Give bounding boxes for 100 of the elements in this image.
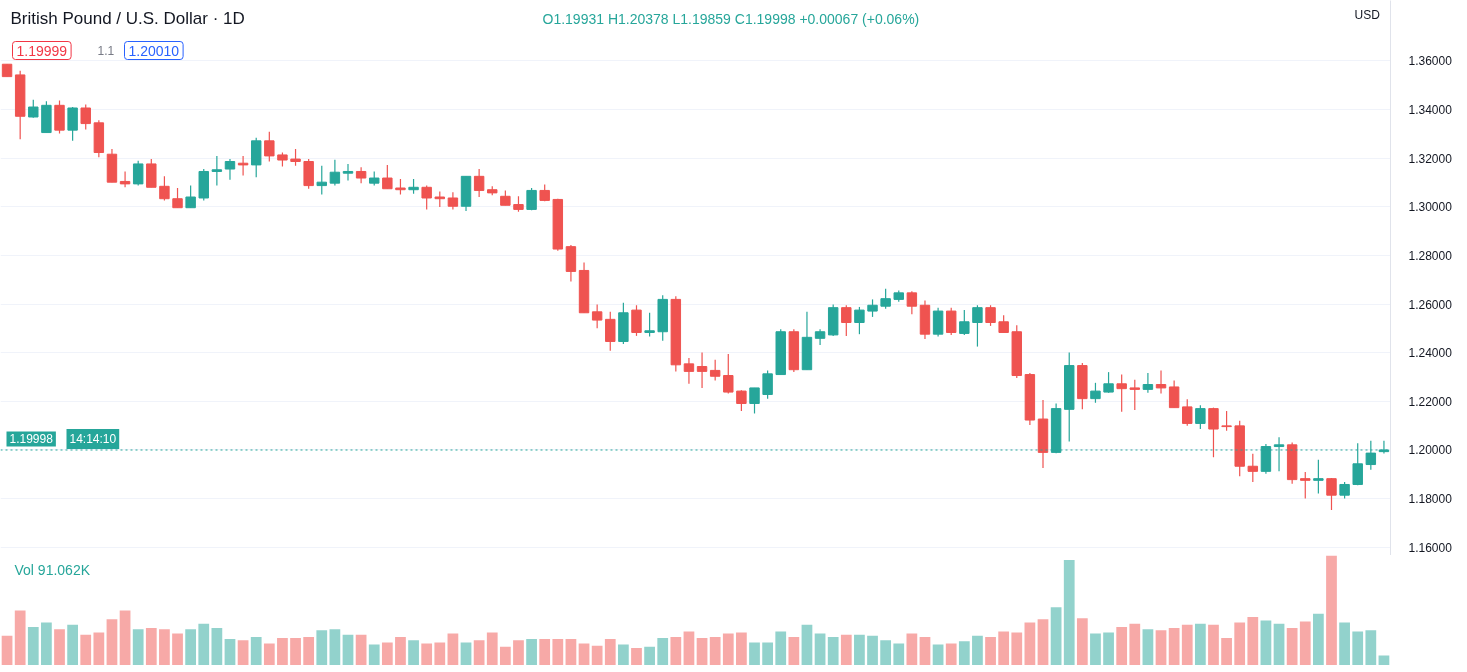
bar <box>1181 624 1193 665</box>
candlestick <box>591 303 603 329</box>
bar <box>840 634 852 665</box>
bar <box>513 640 524 665</box>
bar <box>657 638 669 665</box>
bar <box>565 639 577 665</box>
candlestick <box>1195 404 1206 430</box>
candlestick <box>119 170 131 188</box>
y-tick-label: 1.18000 <box>1408 492 1453 507</box>
bar <box>499 646 511 665</box>
bar <box>945 643 957 665</box>
annotation: USD <box>1354 7 1381 22</box>
bar <box>381 642 393 665</box>
bar <box>788 636 800 665</box>
bar <box>932 644 944 665</box>
bar <box>631 647 642 665</box>
candlestick <box>762 369 773 400</box>
y-tick-label: 1.34000 <box>1408 102 1453 117</box>
bar <box>578 643 590 665</box>
candlestick <box>342 163 354 182</box>
bar <box>80 634 92 665</box>
y-tick-label: 1.20000 <box>1408 443 1453 458</box>
candlestick <box>146 158 157 188</box>
bar <box>1194 623 1206 665</box>
bar <box>342 634 354 665</box>
bar <box>1155 630 1167 665</box>
bar <box>867 635 878 665</box>
bar <box>1247 617 1259 665</box>
bar <box>224 639 236 665</box>
bar <box>604 639 616 665</box>
bar <box>998 631 1010 665</box>
bar <box>316 630 328 665</box>
bar <box>486 632 498 665</box>
candlestick <box>1116 373 1127 413</box>
bar <box>1116 627 1128 665</box>
bar <box>1063 559 1075 665</box>
bar <box>919 636 931 665</box>
candlestick <box>709 359 721 381</box>
candlestick <box>749 387 760 415</box>
bar <box>827 636 839 665</box>
bar <box>355 634 367 665</box>
bar <box>460 642 472 665</box>
bar <box>749 642 760 665</box>
bar <box>185 629 197 665</box>
bar <box>670 636 682 665</box>
candlestick <box>1142 372 1154 394</box>
candlestick <box>67 106 78 142</box>
candlestick <box>1221 410 1232 432</box>
bar <box>395 636 406 665</box>
candlestick <box>854 306 865 335</box>
bar <box>1273 623 1285 665</box>
bar <box>644 646 655 665</box>
bar <box>1168 628 1180 665</box>
bar <box>552 639 564 665</box>
bar <box>41 622 52 665</box>
text: British Pound / U.S. Dollar · 1D <box>10 9 245 28</box>
candlestick <box>159 175 170 202</box>
candlestick <box>473 168 485 198</box>
bar <box>277 638 288 665</box>
candlestick <box>316 165 327 196</box>
bar <box>618 644 629 665</box>
bar <box>591 645 603 665</box>
bar <box>854 634 865 665</box>
bar <box>1037 619 1049 665</box>
bar <box>958 641 970 665</box>
bar <box>762 642 773 665</box>
candlestick <box>945 307 957 336</box>
bar <box>709 636 721 665</box>
candlestick <box>1090 382 1101 404</box>
bar <box>1326 555 1337 665</box>
bar <box>1313 613 1324 665</box>
bar <box>14 610 26 665</box>
bar <box>1024 622 1036 665</box>
y-tick-label: 1.22000 <box>1408 394 1453 409</box>
bar <box>683 631 695 665</box>
candlestick <box>185 184 196 209</box>
bar <box>408 640 419 665</box>
bar <box>775 631 787 665</box>
bar <box>972 635 983 665</box>
bar <box>985 636 996 665</box>
bar <box>119 610 131 665</box>
bar <box>93 632 105 665</box>
candlestick <box>683 357 695 385</box>
bar <box>67 624 78 665</box>
bar <box>290 638 301 665</box>
candlestick <box>985 304 996 327</box>
bar <box>263 643 275 665</box>
bar <box>1260 620 1272 665</box>
bar <box>722 633 734 665</box>
bar <box>1286 628 1298 665</box>
bar <box>736 632 747 665</box>
bar <box>27 627 39 665</box>
bar <box>368 644 380 665</box>
candlestick <box>736 389 747 412</box>
candlestick <box>1208 407 1219 458</box>
bar <box>814 633 826 665</box>
bar <box>1076 618 1088 665</box>
y-tick-label: 1.26000 <box>1408 297 1453 312</box>
bar <box>1339 622 1350 665</box>
candlestick <box>1129 379 1141 411</box>
